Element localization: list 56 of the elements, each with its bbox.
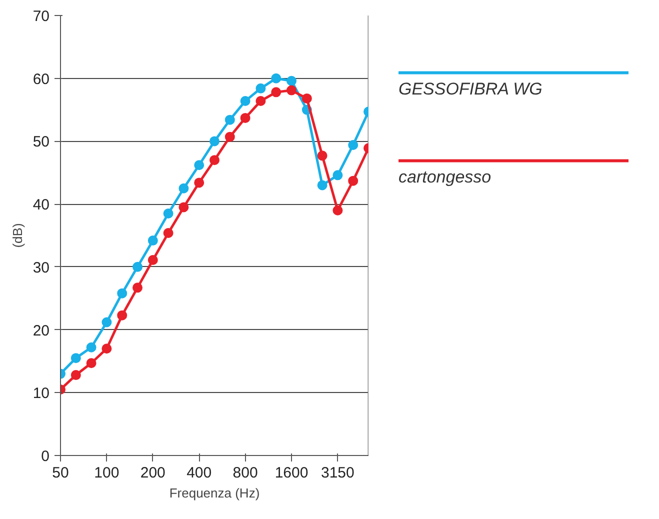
x-axis-title: Frequenza (Hz) [169, 486, 260, 500]
series-label: GESSOFIBRA WG [398, 79, 542, 98]
point [286, 85, 296, 96]
point [332, 170, 343, 180]
point [70, 353, 81, 364]
point [256, 83, 266, 94]
y-tick-label: 20 [32, 322, 50, 340]
x-tick-label: 800 [232, 464, 258, 482]
point [286, 76, 296, 86]
point [271, 87, 282, 98]
point [117, 288, 128, 298]
point [240, 96, 250, 106]
point [348, 176, 358, 186]
y-tick-label: 0 [41, 448, 50, 465]
point [317, 180, 328, 190]
point [210, 155, 220, 166]
y-tick-label: 10 [32, 385, 50, 402]
point [148, 255, 158, 266]
point [210, 136, 220, 146]
point [256, 96, 266, 106]
point [132, 262, 142, 272]
x-tick-label: 50 [52, 464, 69, 482]
point [102, 344, 112, 354]
point [194, 160, 204, 170]
point [332, 205, 343, 216]
point [224, 132, 235, 142]
series-label: cartongesso [398, 167, 492, 186]
y-tick-label: 60 [32, 70, 50, 88]
point [178, 202, 189, 212]
point [302, 93, 312, 104]
point [70, 370, 81, 380]
point [117, 310, 128, 320]
point [148, 236, 158, 246]
x-tick-label: 3150 [321, 464, 354, 482]
point [132, 282, 142, 293]
point [86, 358, 96, 368]
point [224, 114, 235, 125]
point [86, 342, 96, 352]
point [163, 208, 174, 218]
y-tick-label: 30 [32, 259, 50, 276]
point [348, 140, 358, 150]
x-tick-label: 100 [94, 464, 120, 482]
point [163, 228, 174, 238]
point [194, 178, 204, 188]
y-tick-label: 70 [32, 8, 50, 25]
point [271, 73, 282, 84]
point [102, 317, 112, 328]
x-tick-label: 400 [186, 464, 212, 482]
x-tick-label: 1600 [274, 464, 308, 482]
y-axis-title: (dB) [10, 223, 25, 248]
point [240, 112, 250, 123]
x-tick-label: 200 [140, 464, 166, 482]
point [178, 183, 189, 194]
point [317, 150, 328, 161]
y-tick-label: 40 [32, 196, 50, 214]
y-tick-label: 50 [32, 134, 50, 151]
